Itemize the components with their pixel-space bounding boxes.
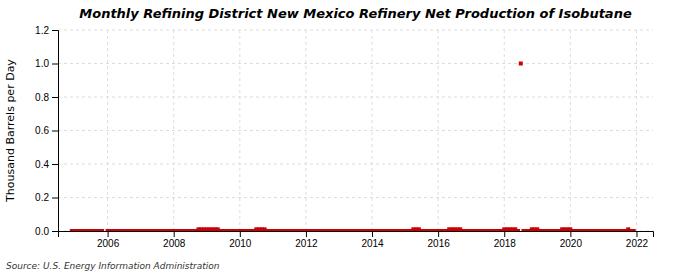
points xyxy=(70,62,636,232)
y-tick: 1.2 xyxy=(35,25,58,36)
x-tick: 2012 xyxy=(295,231,318,249)
x-tick: 2020 xyxy=(560,231,583,249)
y-tick-mark xyxy=(52,131,58,132)
y-tick-label: 1.0 xyxy=(35,58,49,69)
x-tick-label: 2010 xyxy=(229,238,252,249)
x-tick-mark xyxy=(504,231,505,237)
x-tick-label: 2020 xyxy=(560,238,583,249)
grid-line-x xyxy=(438,30,439,231)
x-tick: 2008 xyxy=(163,231,186,249)
y-tick-label: 1.2 xyxy=(35,25,49,36)
y-tick: 1.0 xyxy=(35,58,58,69)
x-axis: 2006 2008 2010 2012 2014 2016 2018 2020 2022 xyxy=(59,231,654,249)
x-tick-mark xyxy=(306,231,307,237)
x-tick-mark xyxy=(636,231,637,237)
grid-line-x xyxy=(636,30,637,231)
y-tick-mark xyxy=(52,198,58,199)
grid-line-x xyxy=(305,30,306,231)
grid-line-x xyxy=(504,30,505,231)
x-axis-line xyxy=(59,232,654,238)
x-tick: 2010 xyxy=(229,231,252,249)
x-tick-label: 2022 xyxy=(626,238,649,249)
x-tick: 2006 xyxy=(97,231,120,249)
x-tick-mark xyxy=(570,231,571,237)
y-tick-mark xyxy=(52,231,58,232)
y-tick: 0.4 xyxy=(35,159,58,170)
grid-line-x xyxy=(372,30,373,231)
x-tick-label: 2018 xyxy=(494,238,517,249)
point xyxy=(100,229,104,231)
x-tick-label: 2008 xyxy=(163,238,186,249)
y-tick-mark xyxy=(52,30,58,31)
y-tick-mark xyxy=(52,64,58,65)
x-tick-label: 2014 xyxy=(361,238,384,249)
y-axis-line xyxy=(52,31,59,232)
y-tick-mark xyxy=(52,97,58,98)
x-tick-mark xyxy=(372,231,373,237)
y-tick-label: 0.8 xyxy=(35,92,49,103)
grid-line-y xyxy=(58,130,653,131)
grid-line-y xyxy=(58,30,653,31)
source-note: Source: U.S. Energy Information Administ… xyxy=(6,261,220,271)
y-tick: 0.6 xyxy=(35,125,58,136)
point xyxy=(516,229,520,231)
grid-line-x xyxy=(107,30,108,231)
grid-line-y xyxy=(58,197,653,198)
y-axis-title: Thousand Barrels per Day xyxy=(4,59,17,203)
point xyxy=(632,229,636,231)
x-tick: 2022 xyxy=(626,231,649,249)
x-tick-label: 2006 xyxy=(97,238,120,249)
grid-line-x xyxy=(239,30,240,231)
plot-area: 2006200820102012201420162018202020220.00… xyxy=(35,25,653,249)
x-tick-mark xyxy=(240,231,241,237)
x-tick-mark xyxy=(174,231,175,237)
y-axis: 0.0 0.2 0.4 0.6 0.8 1.0 1.2 xyxy=(35,25,58,237)
point xyxy=(519,62,523,66)
y-tick: 0.2 xyxy=(35,192,58,203)
grid xyxy=(58,30,653,231)
x-tick-mark xyxy=(108,231,109,237)
y-tick-label: 0.4 xyxy=(35,159,49,170)
x-tick-label: 2012 xyxy=(295,238,318,249)
x-tick: 2016 xyxy=(428,231,451,249)
x-tick: 2018 xyxy=(494,231,517,249)
grid-line-y xyxy=(58,63,653,64)
y-tick-label: 0.0 xyxy=(35,226,49,237)
chart: 2006200820102012201420162018202020220.00… xyxy=(0,0,675,275)
grid-line-x xyxy=(570,30,571,231)
grid-line-y xyxy=(58,97,653,98)
y-tick-label: 0.6 xyxy=(35,125,49,136)
grid-line-y xyxy=(58,164,653,165)
x-tick-label: 2016 xyxy=(428,238,451,249)
y-tick-mark xyxy=(52,164,58,165)
y-tick: 0.0 xyxy=(35,226,58,237)
x-tick: 2014 xyxy=(361,231,384,249)
y-tick: 0.8 xyxy=(35,92,58,103)
y-tick-label: 0.2 xyxy=(35,192,49,203)
title: Monthly Refining District New Mexico Ref… xyxy=(79,6,632,21)
grid-line-x xyxy=(173,30,174,231)
x-tick-mark xyxy=(438,231,439,237)
